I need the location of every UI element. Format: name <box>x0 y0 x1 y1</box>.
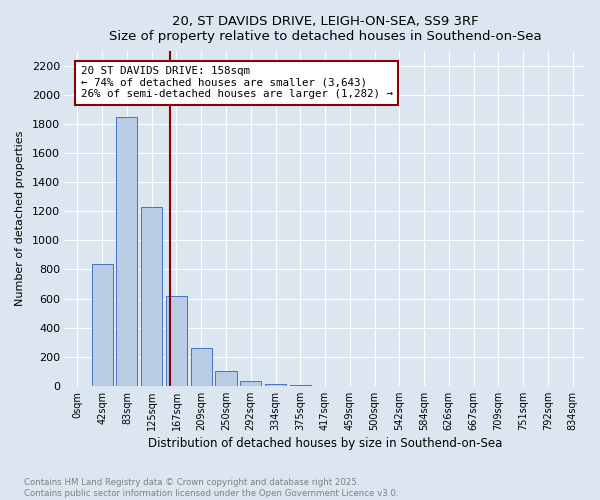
Bar <box>166 296 187 386</box>
Bar <box>240 382 261 386</box>
Bar <box>191 348 212 386</box>
Bar <box>290 385 311 386</box>
X-axis label: Distribution of detached houses by size in Southend-on-Sea: Distribution of detached houses by size … <box>148 437 502 450</box>
Bar <box>92 264 113 386</box>
Bar <box>265 384 286 386</box>
Text: 20 ST DAVIDS DRIVE: 158sqm
← 74% of detached houses are smaller (3,643)
26% of s: 20 ST DAVIDS DRIVE: 158sqm ← 74% of deta… <box>80 66 392 100</box>
Y-axis label: Number of detached properties: Number of detached properties <box>15 131 25 306</box>
Bar <box>215 372 236 386</box>
Bar <box>141 207 162 386</box>
Bar <box>116 116 137 386</box>
Text: Contains HM Land Registry data © Crown copyright and database right 2025.
Contai: Contains HM Land Registry data © Crown c… <box>24 478 398 498</box>
Title: 20, ST DAVIDS DRIVE, LEIGH-ON-SEA, SS9 3RF
Size of property relative to detached: 20, ST DAVIDS DRIVE, LEIGH-ON-SEA, SS9 3… <box>109 15 541 43</box>
